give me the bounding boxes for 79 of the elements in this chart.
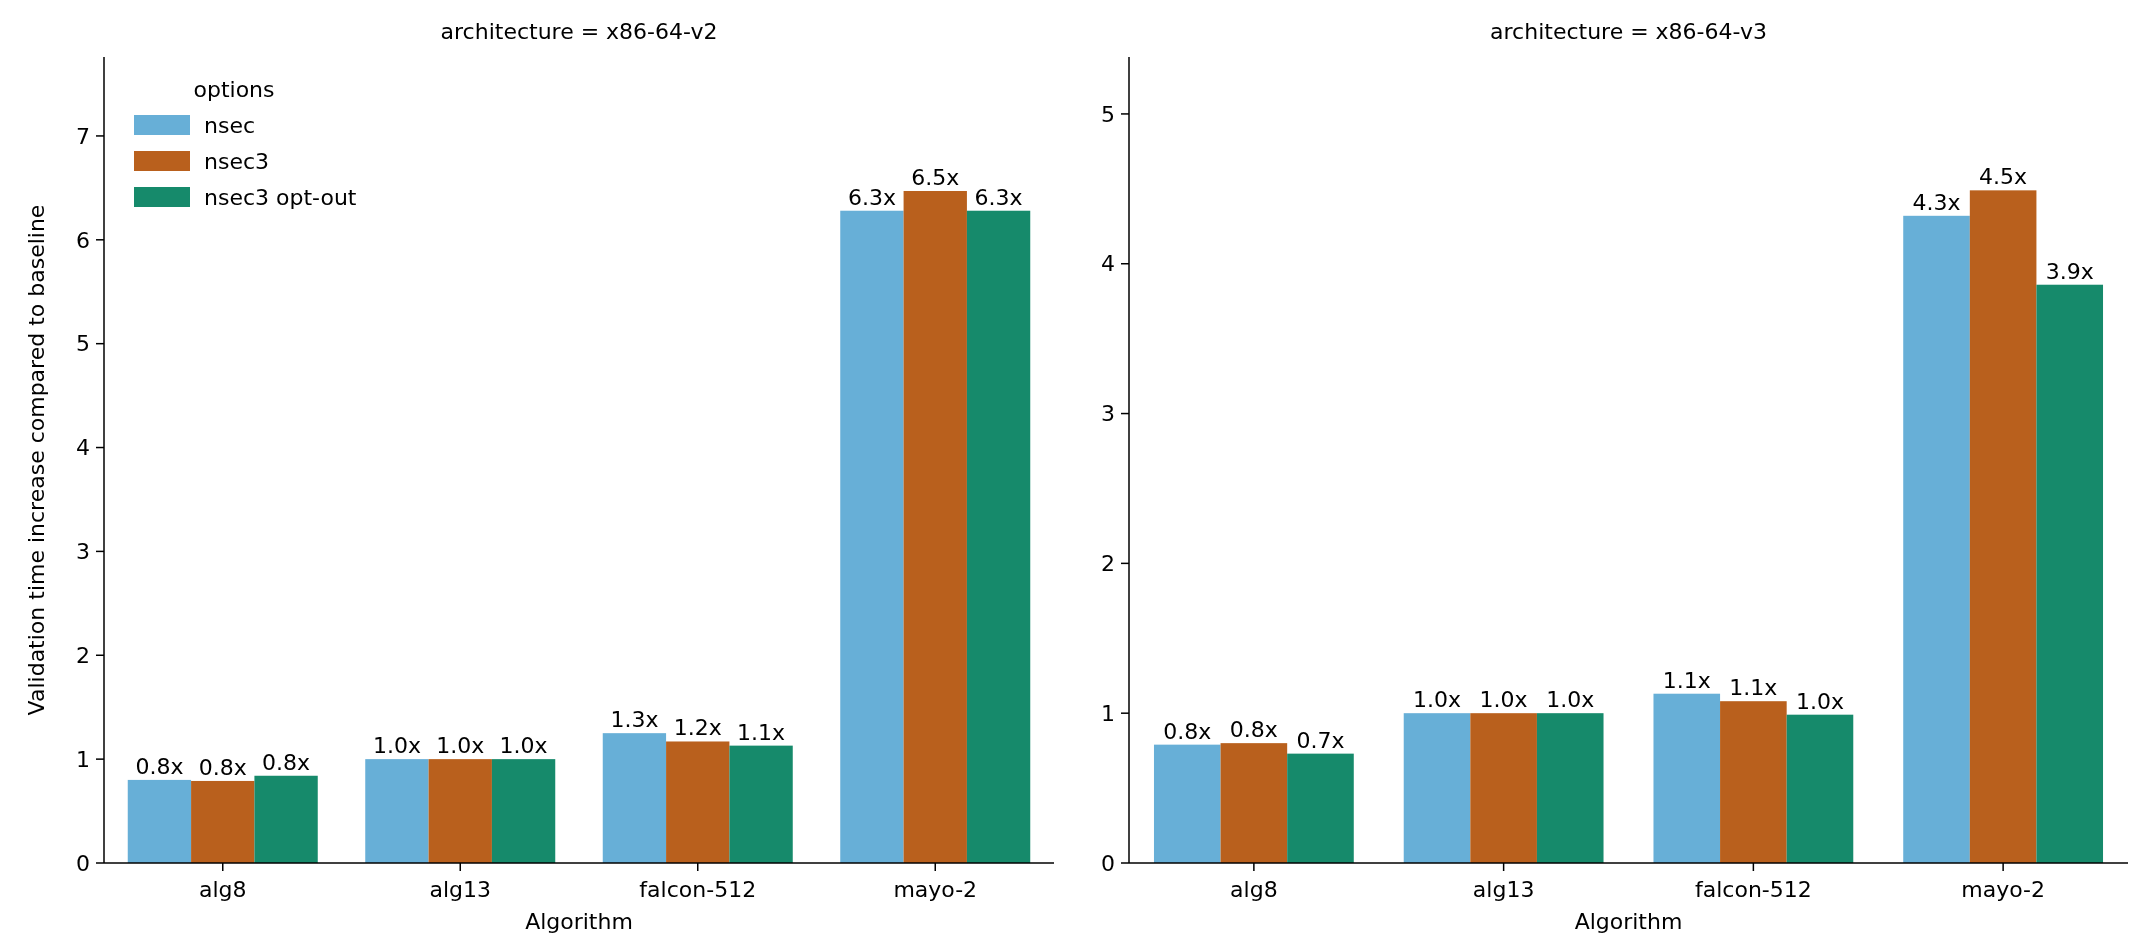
data-label: 1.0x <box>1479 687 1528 713</box>
bar <box>191 780 255 863</box>
data-label: 0.8x <box>1229 717 1278 743</box>
x-tick-label: alg13 <box>429 877 492 902</box>
data-label: 1.0x <box>1546 687 1595 713</box>
x-axis-title: Algorithm <box>1574 909 1683 934</box>
bar <box>2036 284 2104 863</box>
data-label: 1.0x <box>1795 688 1844 714</box>
bar <box>966 210 1031 863</box>
legend-label: nsec3 opt-out <box>204 184 357 210</box>
y-tick-label: 0 <box>76 850 90 876</box>
bar <box>729 745 793 863</box>
y-axis-title: Validation time increase compared to baseline <box>24 204 49 716</box>
bar <box>254 775 318 863</box>
y-tick-label: 4 <box>76 435 90 461</box>
y-tick-label: 2 <box>76 642 90 668</box>
data-label: 1.0x <box>1413 687 1462 713</box>
y-tick-label: 1 <box>76 746 90 772</box>
x-tick-label: mayo-2 <box>893 877 978 902</box>
data-label: 1.0x <box>372 733 421 759</box>
data-label: 0.8x <box>135 753 184 779</box>
y-tick-label: 2 <box>1101 551 1115 577</box>
bar <box>491 759 556 863</box>
bar <box>127 779 192 863</box>
x-axis-title: Algorithm <box>525 909 633 934</box>
bar <box>602 733 667 863</box>
bar <box>1153 744 1221 863</box>
legend-label: nsec3 <box>204 148 270 174</box>
x-tick-label: mayo-2 <box>1961 877 2045 902</box>
chart-title: architecture = x86-64-v2 <box>440 19 718 44</box>
bar <box>1653 693 1721 863</box>
bar <box>365 759 429 863</box>
data-label: 1.3x <box>610 707 659 733</box>
bar <box>666 741 730 863</box>
data-label: 0.7x <box>1296 727 1345 753</box>
x-tick-label: falcon-512 <box>1694 877 1812 902</box>
y-tick-label: 4 <box>1101 251 1115 277</box>
data-label: 1.0x <box>436 733 485 759</box>
x-tick-label: alg13 <box>1472 877 1535 902</box>
data-label: 1.1x <box>1662 667 1711 693</box>
y-tick-label: 5 <box>1101 101 1115 127</box>
data-label: 0.8x <box>198 754 247 780</box>
y-tick-label: 6 <box>76 227 90 253</box>
y-tick-label: 1 <box>1101 700 1115 726</box>
bar <box>1536 713 1604 863</box>
data-label: 1.2x <box>673 715 722 741</box>
y-tick-label: 3 <box>1101 401 1115 427</box>
y-tick-label: 3 <box>76 539 90 565</box>
data-label: 1.1x <box>1729 675 1778 701</box>
data-label: 1.0x <box>499 733 548 759</box>
data-label: 6.5x <box>911 164 960 190</box>
legend-label: nsec <box>204 112 256 138</box>
bar <box>1786 714 1854 863</box>
data-label: 6.3x <box>847 184 896 210</box>
x-tick-label: falcon-512 <box>639 877 757 902</box>
x-tick-label: alg8 <box>198 877 247 902</box>
bar <box>428 759 492 863</box>
bar <box>1969 190 2037 863</box>
bar <box>1220 743 1288 863</box>
data-label: 1.1x <box>737 719 786 745</box>
y-tick-label: 7 <box>76 123 90 149</box>
bar <box>1403 713 1471 863</box>
bar <box>903 190 967 863</box>
bar <box>1720 701 1787 863</box>
data-label: 0.8x <box>1163 718 1212 744</box>
y-tick-label: 0 <box>1101 850 1115 876</box>
data-label: 0.8x <box>262 749 311 775</box>
bar <box>1470 713 1537 863</box>
data-label: 4.3x <box>1912 189 1961 215</box>
bar <box>1287 753 1354 863</box>
data-label: 4.5x <box>1979 164 2028 190</box>
legend-title: options <box>193 77 275 102</box>
data-label: 6.3x <box>974 184 1023 210</box>
y-tick-label: 5 <box>76 331 90 357</box>
bar <box>840 210 904 863</box>
bar <box>1903 215 1970 863</box>
x-tick-label: alg8 <box>1230 877 1278 902</box>
chart-title: architecture = x86-64-v3 <box>1490 19 1767 44</box>
data-label: 3.9x <box>2045 258 2094 284</box>
